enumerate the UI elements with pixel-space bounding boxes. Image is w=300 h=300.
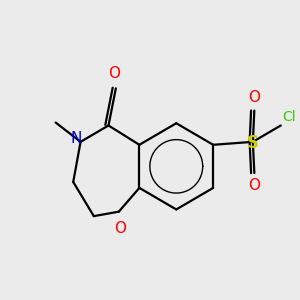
Text: O: O bbox=[248, 90, 260, 105]
Text: O: O bbox=[248, 178, 260, 194]
Text: O: O bbox=[108, 66, 120, 81]
Text: O: O bbox=[114, 221, 126, 236]
Text: S: S bbox=[247, 134, 259, 152]
Text: Cl: Cl bbox=[282, 110, 296, 124]
Text: N: N bbox=[70, 131, 82, 146]
